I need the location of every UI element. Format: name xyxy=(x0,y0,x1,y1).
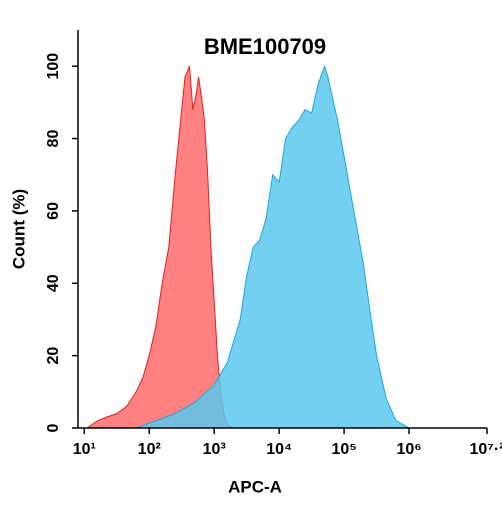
x-tick-label: 10¹ xyxy=(73,441,96,458)
y-tick-label: 100 xyxy=(45,53,62,80)
x-axis-label: APC-A xyxy=(228,477,282,496)
histogram-area xyxy=(85,66,236,429)
chart-title: BME100709 xyxy=(204,34,326,59)
x-tick-label: 10⁶ xyxy=(396,441,421,458)
y-tick-label: 0 xyxy=(45,423,62,432)
x-tick-label: 10⁷·² xyxy=(469,441,502,458)
x-tick-label: 10³ xyxy=(203,441,226,458)
y-tick-label: 20 xyxy=(45,347,62,365)
y-tick-label: 40 xyxy=(45,274,62,292)
y-axis-label: Count (%) xyxy=(9,189,28,269)
y-tick-label: 60 xyxy=(45,202,62,220)
histogram-area xyxy=(136,64,412,429)
x-tick-label: 10⁵ xyxy=(331,441,356,458)
x-tick-label: 10² xyxy=(138,441,161,458)
y-tick-label: 80 xyxy=(45,130,62,148)
x-tick-label: 10⁴ xyxy=(266,441,292,458)
